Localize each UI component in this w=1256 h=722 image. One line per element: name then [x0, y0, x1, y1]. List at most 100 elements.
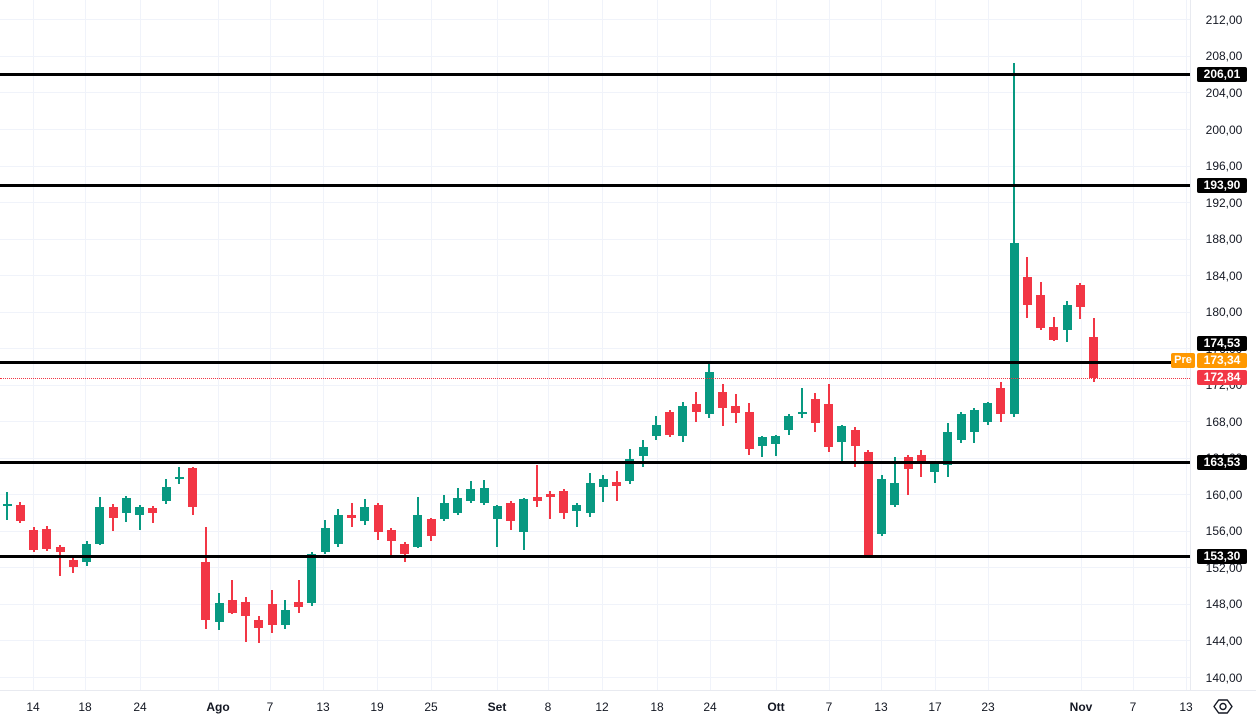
candle-body: [174, 476, 184, 480]
vertical-gridline: [497, 0, 498, 690]
candle-body: [360, 506, 370, 522]
horizontal-gridline: [0, 165, 1190, 167]
time-tick-label: 8: [544, 700, 552, 714]
candle-body: [545, 493, 555, 497]
candle-body: [413, 514, 423, 547]
candle-wick: [297, 579, 300, 613]
time-tick-label: 13: [1179, 700, 1193, 714]
price-level-tag: 193,90: [1197, 177, 1247, 193]
time-tick-label: 13: [874, 700, 888, 714]
candle-body: [333, 514, 343, 545]
price-tick-label: 208,00: [1205, 49, 1243, 64]
horizontal-gridline: [0, 530, 1190, 532]
chart-plot-surface[interactable]: [0, 0, 1190, 690]
time-tick-label: 18: [78, 700, 92, 714]
candle-body: [161, 486, 171, 502]
price-tick-label: 188,00: [1205, 232, 1243, 247]
candle-body: [969, 409, 979, 432]
horizontal-gridline: [0, 92, 1190, 94]
vertical-gridline: [270, 0, 271, 690]
horizontal-gridline: [0, 202, 1190, 204]
candle-wick: [761, 436, 764, 458]
candle-body: [863, 451, 873, 556]
horizontal-gridline: [0, 384, 1190, 386]
candle-body: [95, 506, 105, 545]
candle-body: [1062, 304, 1072, 330]
candle-body: [506, 503, 515, 522]
candle-body: [665, 411, 674, 435]
price-scale[interactable]: 212,00 208,00 204,00 200,00 196,00 192,00 188,…: [1190, 0, 1256, 690]
vertical-gridline: [657, 0, 658, 690]
candle-wick: [536, 464, 538, 507]
candle-body: [837, 426, 847, 442]
price-level-line: [0, 360, 1190, 364]
price-tick-label: 212,00: [1205, 12, 1243, 27]
candle-body: [824, 404, 833, 448]
candle-wick: [138, 504, 141, 530]
candle-body: [744, 411, 754, 450]
horizontal-gridline: [0, 275, 1190, 277]
vertical-gridline: [218, 0, 219, 690]
candle-body: [559, 491, 568, 514]
candle-body: [201, 561, 211, 620]
candle-body: [227, 599, 237, 613]
candle-body: [1089, 336, 1098, 378]
candle-body: [651, 424, 661, 437]
candle-body: [1049, 326, 1059, 340]
candle-body: [678, 406, 688, 437]
candle-body: [148, 507, 158, 514]
time-tick-label: 7: [825, 700, 833, 714]
time-tick-label: Ago: [206, 700, 230, 714]
vertical-gridline: [1133, 0, 1134, 690]
candle-body: [280, 609, 290, 625]
candle-wick: [907, 454, 909, 495]
candle-body: [890, 482, 900, 505]
horizontal-gridline: [0, 494, 1190, 496]
candle-body: [479, 487, 489, 504]
time-tick-label: 18: [650, 700, 664, 714]
price-tick-label: 152,00: [1205, 560, 1243, 575]
time-tick-label: Nov: [1069, 700, 1093, 714]
candle-wick: [854, 427, 856, 468]
candle-body: [426, 519, 436, 536]
horizontal-gridline: [0, 129, 1190, 130]
candle-body: [996, 387, 1006, 415]
vertical-gridline: [85, 0, 86, 690]
vertical-gridline: [829, 0, 830, 690]
candle-body: [135, 506, 144, 515]
horizontal-gridline: [0, 238, 1190, 240]
candle-wick: [893, 457, 896, 507]
candle-body: [29, 529, 38, 550]
vertical-gridline: [988, 0, 989, 690]
eye-hexagon-icon[interactable]: [1209, 696, 1237, 718]
horizontal-gridline: [0, 421, 1190, 423]
price-level-line: [0, 554, 1190, 558]
time-scale[interactable]: 14 18 24 Ago 7 13 19 25 Set 8 12 18 24 Ott 7 13 17 23 Nov 7…: [0, 690, 1193, 722]
candle-body: [916, 454, 926, 462]
candle-body: [532, 496, 542, 502]
time-tick-label: 12: [595, 700, 609, 714]
horizontal-gridline: [0, 640, 1190, 642]
candle-body: [691, 404, 701, 412]
vertical-gridline: [1186, 0, 1187, 690]
vertical-gridline: [881, 0, 882, 690]
horizontal-gridline: [0, 311, 1190, 313]
candle-body: [214, 602, 224, 622]
price-tick-label: 180,00: [1205, 305, 1243, 320]
candle-body: [956, 414, 966, 441]
vertical-gridline: [377, 0, 378, 690]
time-tick-label: 7: [266, 700, 274, 714]
price-tick-label: 148,00: [1205, 597, 1243, 612]
candle-body: [68, 559, 78, 567]
vertical-gridline: [935, 0, 936, 690]
candle-wick: [801, 387, 803, 419]
time-tick-label: 24: [703, 700, 717, 714]
candle-body: [718, 391, 727, 409]
vertical-gridline: [602, 0, 603, 690]
price-tick-label: 144,00: [1205, 633, 1243, 648]
candle-body: [373, 504, 383, 533]
price-level-line: [0, 73, 1190, 77]
candle-wick: [774, 434, 777, 457]
horizontal-gridline: [0, 603, 1190, 605]
